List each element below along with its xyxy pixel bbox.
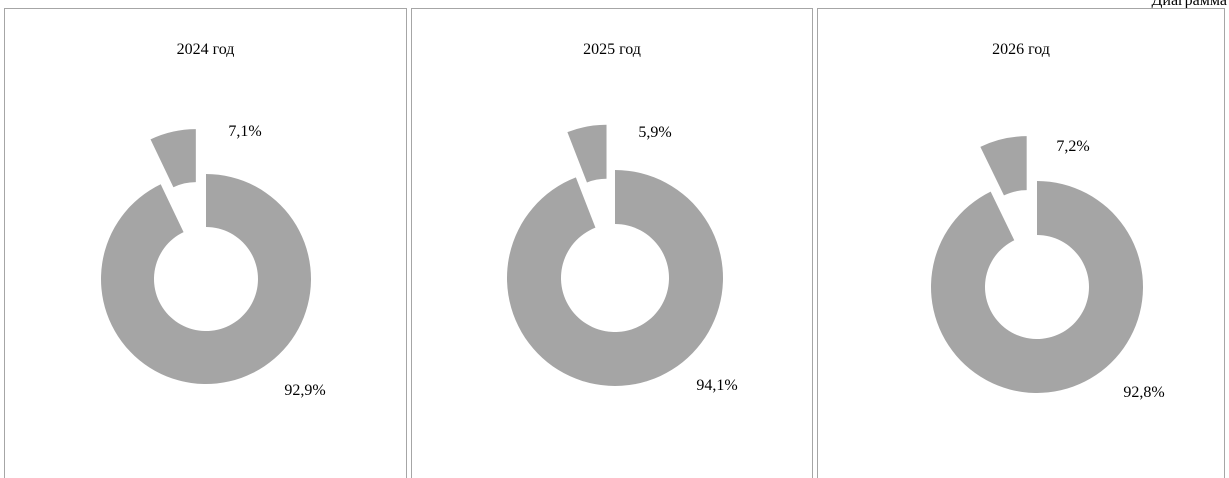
diagram-label: Диаграмма xyxy=(1151,0,1227,9)
data-label: 7,1% xyxy=(228,123,261,140)
data-label: 7,2% xyxy=(1056,138,1089,155)
chart-panel-2024: 2024 год 92,9% 7,1% xyxy=(4,8,407,478)
data-label: 94,1% xyxy=(696,377,737,394)
donut-chart: 92,8% 7,2% xyxy=(931,136,1165,401)
data-label: 92,9% xyxy=(284,382,325,399)
donut-slice-exploded xyxy=(980,136,1027,196)
donut-slice xyxy=(931,181,1143,393)
chart-title: 2026 год xyxy=(992,41,1050,58)
chart-title: 2025 год xyxy=(583,41,641,58)
data-label: 92,8% xyxy=(1123,384,1164,401)
donut-slice-exploded xyxy=(567,124,607,183)
donut-slice-exploded xyxy=(150,129,196,188)
donut-chart: 92,9% 7,1% xyxy=(100,123,326,399)
donut-chart: 94,1% 5,9% xyxy=(507,124,738,394)
donut-slice xyxy=(507,170,723,387)
chart-panel-2025: 2025 год 94,1% 5,9% xyxy=(411,8,813,478)
chart-panel-2026: 2026 год 92,8% 7,2% xyxy=(817,8,1225,478)
donut-slice xyxy=(100,174,311,384)
chart-title: 2024 год xyxy=(176,41,235,58)
data-label: 5,9% xyxy=(638,124,671,141)
